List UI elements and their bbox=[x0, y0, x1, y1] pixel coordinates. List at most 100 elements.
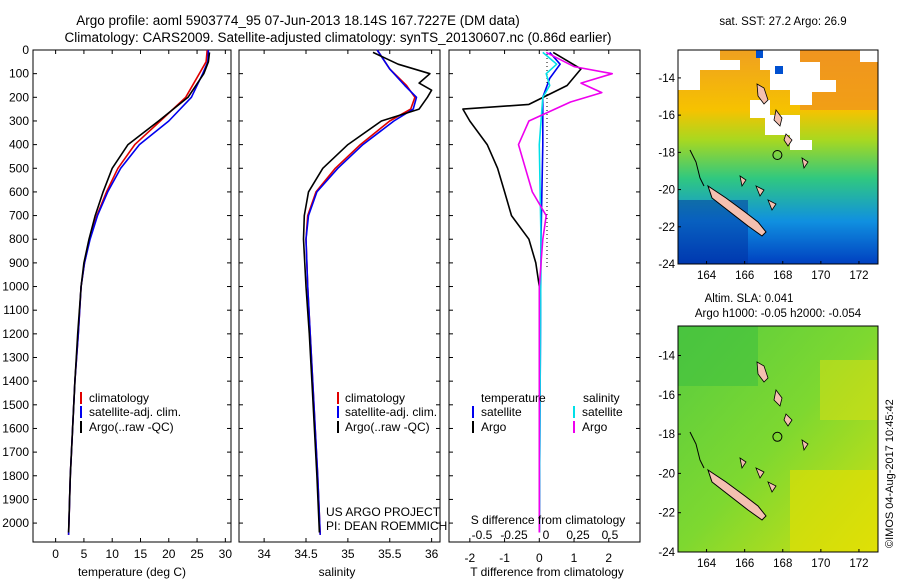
series-line-temperature-satellite bbox=[538, 51, 561, 533]
lat-tick-label: -22 bbox=[658, 508, 675, 520]
figure-title-line1: Argo profile: aoml 5903774_95 07-Jun-201… bbox=[76, 13, 520, 28]
x-tick-label: 15 bbox=[134, 547, 148, 561]
difference-panel: -2 -1 0 1 2 -0.5 -0.25 0 0.25 0.5 S difference fr… bbox=[448, 49, 641, 579]
series-line-argo-raw-qc- bbox=[302, 51, 433, 533]
vanuatu-island bbox=[756, 83, 769, 105]
depth-tick-label: 1700 bbox=[2, 445, 29, 459]
loyalty-island bbox=[739, 457, 747, 470]
lat-tick-label: -20 bbox=[658, 185, 675, 197]
lat-tick-label: -18 bbox=[658, 429, 675, 441]
sla-high-patch bbox=[790, 470, 878, 552]
x-tick-label: 25 bbox=[190, 547, 204, 561]
vanuatu-island bbox=[801, 439, 809, 452]
series-line-temperature-argo bbox=[462, 51, 582, 533]
difference-profiles bbox=[462, 51, 613, 533]
lat-tick-label: -14 bbox=[658, 73, 675, 85]
loyalty-island bbox=[755, 185, 765, 197]
temperature-x-axis: 0 5 10 15 20 25 30 bbox=[52, 50, 232, 561]
legend-header-temperature: temperature bbox=[481, 391, 546, 405]
series-line-satellite-adj-clim- bbox=[305, 49, 418, 535]
salinity-legend: climatology satellite-adj. clim. Argo(..… bbox=[337, 391, 437, 434]
depth-tick-label: 1000 bbox=[2, 280, 29, 294]
vanuatu-island bbox=[801, 157, 809, 170]
sla-high-patch bbox=[820, 360, 878, 420]
lon-tick-label: 164 bbox=[697, 558, 717, 570]
depth-tick-label: 1800 bbox=[2, 469, 29, 483]
vanuatu-island bbox=[756, 361, 769, 383]
altimetry-map-frame bbox=[677, 325, 879, 553]
x-tick-label: 2 bbox=[605, 551, 612, 565]
legend-label-climatology: climatology bbox=[345, 391, 405, 405]
depth-tick-label: 800 bbox=[9, 232, 29, 246]
vanuatu-island bbox=[773, 109, 783, 127]
depth-tick-label: 1400 bbox=[2, 374, 29, 388]
lat-tick-label: -24 bbox=[658, 547, 675, 559]
vanuatu-island bbox=[773, 389, 783, 407]
x-tick-label: 35.5 bbox=[378, 547, 402, 561]
depth-tick-label: 200 bbox=[9, 90, 29, 104]
loyalty-island bbox=[767, 199, 777, 211]
x-tick-label: 30 bbox=[219, 547, 233, 561]
lon-tick-label: 164 bbox=[697, 270, 717, 282]
s-tick-label: -0.25 bbox=[500, 528, 528, 542]
project-annotation-line1: US ARGO PROJECT bbox=[326, 505, 441, 519]
depth-tick-label: 300 bbox=[9, 114, 29, 128]
series-line-satellite-adj-clim- bbox=[67, 49, 210, 535]
altimetry-map-lat-axis: -14 -16 -18 -20 -22 -24 bbox=[658, 350, 681, 559]
altimetry-map-islands bbox=[689, 361, 809, 521]
lon-tick-label: 172 bbox=[849, 558, 868, 570]
lat-tick-label: -22 bbox=[658, 222, 675, 234]
x-tick-label: 5 bbox=[81, 547, 88, 561]
depth-tick-label: 900 bbox=[9, 256, 29, 270]
x-tick-label: 0 bbox=[52, 547, 59, 561]
salinity-profiles bbox=[302, 49, 433, 535]
legend-label-argo: Argo(..raw -QC) bbox=[345, 420, 430, 434]
lat-tick-label: -16 bbox=[658, 110, 675, 122]
temperature-profiles bbox=[67, 49, 211, 535]
temperature-panel: 0100200300400500600700800900100011001200… bbox=[2, 43, 232, 579]
lon-tick-label: 172 bbox=[849, 270, 868, 282]
salinity-x-axis: 34 34.5 35 35.5 36 bbox=[257, 50, 439, 561]
depth-tick-label: 400 bbox=[9, 138, 29, 152]
x-tick-label: 35 bbox=[341, 547, 355, 561]
depth-tick-label: 1900 bbox=[2, 492, 29, 506]
lat-tick-label: -24 bbox=[658, 259, 675, 271]
depth-tick-label: 1500 bbox=[2, 398, 29, 412]
argo-float-marker bbox=[772, 431, 783, 442]
depth-tick-label: 1300 bbox=[2, 351, 29, 365]
difference-legend: temperature salinity satellite Argo sate… bbox=[472, 391, 623, 434]
series-line-salinity-argo bbox=[517, 51, 613, 533]
s-tick-label: 0 bbox=[543, 528, 550, 542]
vanuatu-island bbox=[783, 413, 793, 427]
lat-tick-label: -16 bbox=[658, 390, 675, 402]
legend-label-satellite: satellite-adj. clim. bbox=[89, 405, 181, 419]
difference-x-axis: -2 -1 0 1 2 -0.5 -0.25 0 0.25 0.5 bbox=[465, 50, 619, 565]
t-difference-label: T difference from climatology bbox=[470, 565, 624, 579]
difference-depth-ticks bbox=[449, 49, 640, 524]
altimetry-map-title-line2: Argo h1000: -0.05 h2000: -0.054 bbox=[695, 308, 862, 320]
salinity-panel: 34 34.5 35 35.5 36 salinity climatology sate… bbox=[238, 49, 447, 579]
salinity-depth-ticks bbox=[239, 49, 440, 524]
salinity-plot-frame bbox=[238, 49, 441, 543]
altimetry-map-title-line1: Altim. SLA: 0.041 bbox=[705, 293, 794, 305]
x-tick-label: -2 bbox=[465, 551, 476, 565]
lon-tick-label: 168 bbox=[773, 558, 792, 570]
legend-label-t-argo: Argo bbox=[481, 420, 507, 434]
new-caledonia-island bbox=[707, 184, 767, 237]
sst-map-title: sat. SST: 27.2 Argo: 26.9 bbox=[719, 16, 846, 28]
depth-tick-label: 1600 bbox=[2, 421, 29, 435]
x-tick-label: 1 bbox=[571, 551, 578, 565]
x-tick-label: 36 bbox=[425, 547, 439, 561]
reef-outline bbox=[689, 431, 705, 469]
s-tick-label: 0.25 bbox=[566, 528, 590, 542]
s-tick-label: -0.5 bbox=[472, 528, 493, 542]
argo-float-marker bbox=[772, 150, 783, 160]
depth-tick-label: 0 bbox=[22, 43, 29, 57]
lat-tick-label: -18 bbox=[658, 147, 675, 159]
sst-map-lat-axis: -14 -16 -18 -20 -22 -24 bbox=[658, 73, 681, 271]
project-annotation-line2: PI: DEAN ROEMMICH bbox=[326, 519, 447, 533]
depth-tick-label: 600 bbox=[9, 185, 29, 199]
legend-label-s-satellite: satellite bbox=[582, 405, 623, 419]
x-tick-label: 34.5 bbox=[294, 547, 318, 561]
temperature-legend: climatology satellite-adj. clim. Argo(..… bbox=[80, 391, 181, 434]
